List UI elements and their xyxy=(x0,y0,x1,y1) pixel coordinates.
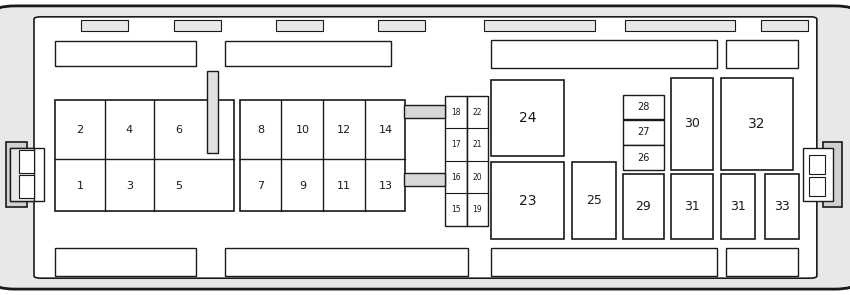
Text: 21: 21 xyxy=(473,140,482,149)
Text: 10: 10 xyxy=(296,125,309,135)
FancyBboxPatch shape xyxy=(34,17,817,278)
Bar xyxy=(55,248,196,276)
Text: 19: 19 xyxy=(473,205,482,214)
Text: 18: 18 xyxy=(451,108,461,117)
Bar xyxy=(55,41,196,66)
Bar xyxy=(467,96,488,226)
Text: 24: 24 xyxy=(518,111,536,125)
Text: 2: 2 xyxy=(76,125,83,135)
Text: 5: 5 xyxy=(175,181,182,191)
Text: 22: 22 xyxy=(473,108,482,117)
Bar xyxy=(225,248,468,276)
Text: 29: 29 xyxy=(636,200,651,213)
Text: 3: 3 xyxy=(126,181,133,191)
Text: 25: 25 xyxy=(586,194,602,207)
Bar xyxy=(726,40,798,68)
Text: 30: 30 xyxy=(684,117,700,130)
Bar xyxy=(823,142,842,206)
Bar xyxy=(491,80,564,156)
Bar xyxy=(721,174,755,239)
Text: 6: 6 xyxy=(175,125,182,135)
Bar xyxy=(240,100,405,211)
Bar xyxy=(671,78,713,170)
Text: 11: 11 xyxy=(337,181,351,191)
Bar xyxy=(625,20,735,31)
Text: 12: 12 xyxy=(337,125,351,135)
Bar xyxy=(491,40,717,68)
Text: 4: 4 xyxy=(126,125,133,135)
Text: 17: 17 xyxy=(451,140,461,149)
Text: 26: 26 xyxy=(638,153,649,163)
Bar xyxy=(81,20,128,31)
Bar xyxy=(207,71,218,153)
Text: 31: 31 xyxy=(730,200,745,213)
Bar xyxy=(404,173,445,186)
Bar xyxy=(623,174,664,239)
Bar xyxy=(809,177,824,196)
Text: 15: 15 xyxy=(451,205,461,214)
Bar xyxy=(174,20,221,31)
Text: 28: 28 xyxy=(638,102,649,112)
Bar xyxy=(19,175,34,198)
Text: 7: 7 xyxy=(258,181,264,191)
Text: 13: 13 xyxy=(379,181,393,191)
Text: 33: 33 xyxy=(774,200,790,213)
Bar xyxy=(491,162,564,239)
Bar xyxy=(765,174,799,239)
Bar xyxy=(761,20,808,31)
Bar xyxy=(378,20,425,31)
Bar xyxy=(623,145,664,170)
Bar xyxy=(623,95,664,119)
Text: 27: 27 xyxy=(638,127,649,137)
Bar xyxy=(404,105,445,118)
Bar xyxy=(484,20,595,31)
Text: 9: 9 xyxy=(299,181,306,191)
Bar xyxy=(55,100,234,211)
Bar xyxy=(10,148,34,201)
FancyBboxPatch shape xyxy=(0,6,850,289)
Text: 14: 14 xyxy=(379,125,393,135)
Bar xyxy=(276,20,323,31)
Text: 8: 8 xyxy=(258,125,264,135)
Bar xyxy=(225,41,391,66)
Bar xyxy=(572,162,616,239)
Bar xyxy=(623,120,664,145)
Text: 32: 32 xyxy=(748,117,766,131)
Bar xyxy=(809,155,824,174)
Bar xyxy=(19,150,34,173)
Bar xyxy=(10,148,44,201)
Text: 1: 1 xyxy=(76,181,83,191)
Bar xyxy=(491,248,717,276)
Bar xyxy=(803,148,833,201)
Bar xyxy=(726,248,798,276)
Bar xyxy=(671,174,713,239)
Bar xyxy=(6,142,27,206)
Bar xyxy=(445,96,467,226)
Bar xyxy=(721,78,793,170)
Text: 31: 31 xyxy=(684,200,700,213)
Text: 23: 23 xyxy=(518,194,536,208)
Text: 16: 16 xyxy=(451,173,461,181)
Text: 20: 20 xyxy=(473,173,482,181)
